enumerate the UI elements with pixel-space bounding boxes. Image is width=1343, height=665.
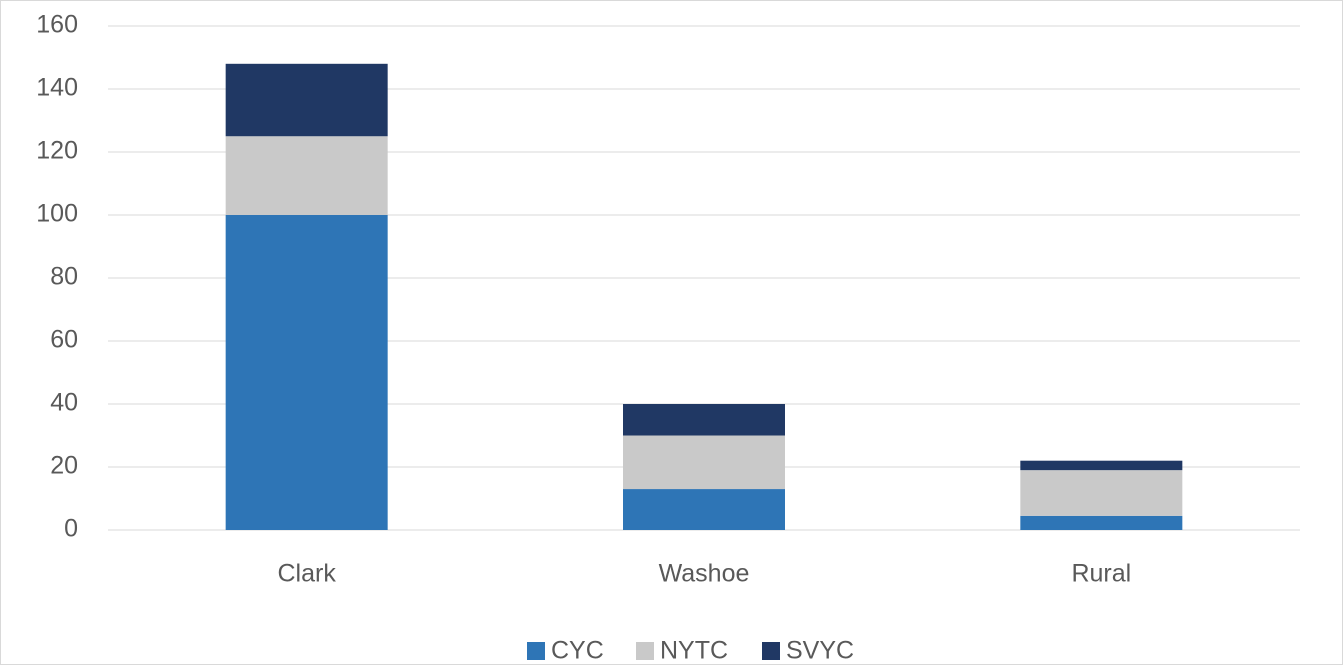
y-tick-label: 140 xyxy=(36,74,78,102)
legend-swatch xyxy=(527,642,545,660)
bar-segment xyxy=(225,215,388,530)
y-tick-label: 20 xyxy=(50,452,78,480)
legend-label: SVYC xyxy=(786,637,854,665)
x-tick-label: Washoe xyxy=(659,560,750,588)
bar-segment xyxy=(1020,470,1183,516)
y-tick-label: 120 xyxy=(36,137,78,165)
y-tick-label: 80 xyxy=(50,263,78,291)
y-tick-label: 60 xyxy=(50,326,78,354)
x-tick-label: Rural xyxy=(1071,560,1131,588)
x-tick-label: Clark xyxy=(277,560,336,588)
legend-label: NYTC xyxy=(660,637,728,665)
y-tick-label: 100 xyxy=(36,200,78,228)
y-tick-label: 40 xyxy=(50,389,78,417)
bar-segment xyxy=(623,489,785,530)
bar-segment xyxy=(1020,515,1183,530)
y-tick-label: 160 xyxy=(36,11,78,39)
y-tick-label: 0 xyxy=(64,515,78,543)
bar-segment xyxy=(623,404,785,436)
legend-swatch xyxy=(762,642,780,660)
legend-label: CYC xyxy=(551,637,604,665)
bar-segment xyxy=(623,435,785,490)
bar-segment xyxy=(225,136,388,215)
bar-segment xyxy=(1020,460,1183,471)
bar-segment xyxy=(225,63,388,137)
legend-swatch xyxy=(636,642,654,660)
